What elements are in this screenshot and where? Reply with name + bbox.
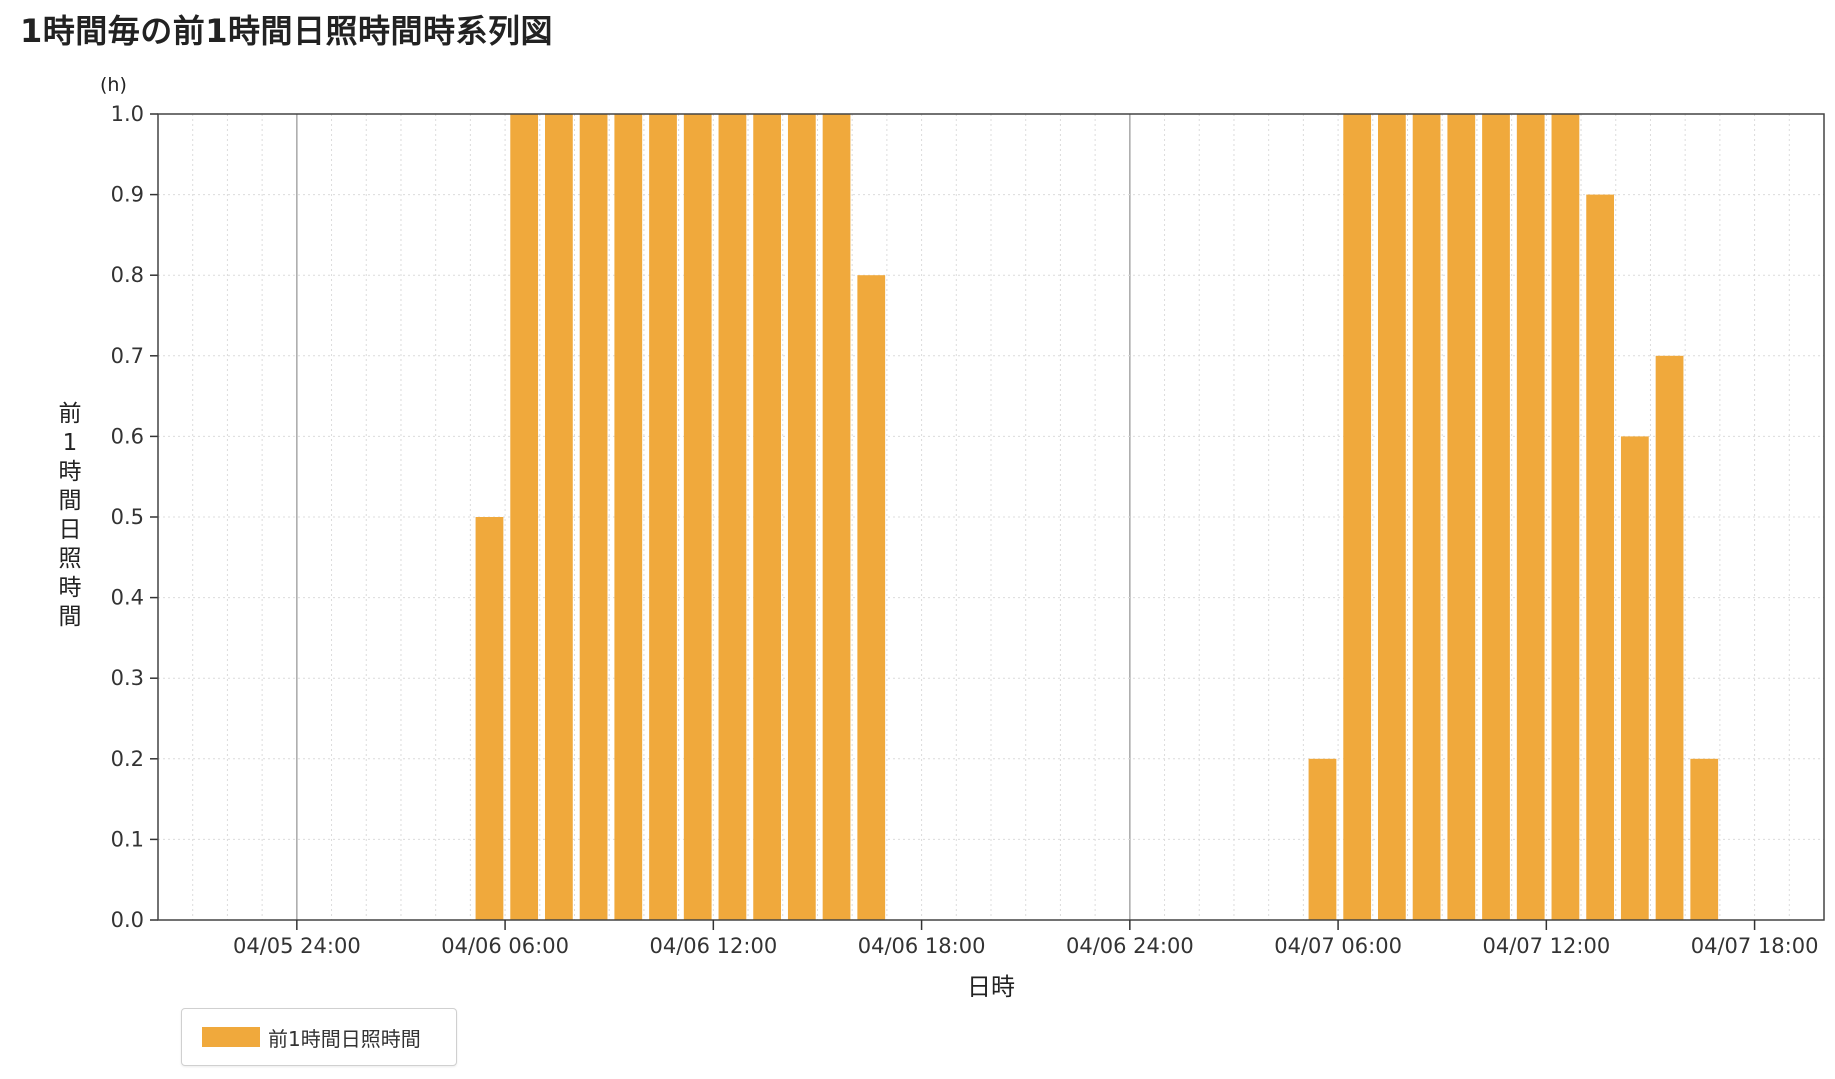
bar (787, 114, 816, 920)
bar (822, 114, 851, 920)
bar (1551, 114, 1580, 920)
bar (753, 114, 782, 920)
bar (1620, 436, 1649, 920)
bar (1586, 194, 1615, 921)
y-tick-label: 0.8 (111, 263, 144, 287)
bar (544, 114, 573, 920)
bar (510, 114, 539, 920)
y-tick-label: 0.2 (111, 747, 144, 771)
x-tick-label: 04/07 06:00 (1274, 934, 1402, 958)
y-tick-label: 0.0 (111, 908, 144, 932)
axis-labels: 0.0 0.1 0.2 0.3 0.4 0.5 0.6 0.7 0.8 0.9 1.0 04/05 2… (59, 74, 1819, 1000)
y-tick-label: 0.4 (111, 586, 144, 610)
sunshine-bar-chart: 0.0 0.1 0.2 0.3 0.4 0.5 0.6 0.7 0.8 0.9 1.0 04/05 2… (59, 74, 1825, 1000)
bar (1655, 355, 1684, 920)
bar (1412, 114, 1441, 920)
bar (718, 114, 747, 920)
x-tick-label: 04/06 12:00 (649, 934, 777, 958)
x-tick-label: 04/06 24:00 (1066, 934, 1194, 958)
bar (1482, 114, 1510, 920)
x-tick-label: 04/06 18:00 (858, 934, 986, 958)
x-tick-label: 04/05 24:00 (233, 934, 361, 958)
y-tick-label: 0.9 (111, 183, 144, 207)
x-tick-label: 04/06 06:00 (441, 934, 569, 958)
plot-frame (157, 113, 1825, 921)
bar (1447, 114, 1476, 920)
y-tick-label: 0.3 (111, 666, 144, 690)
page-title: 1時間毎の前1時間日照時間時系列図 (20, 12, 554, 50)
y-tick-label: 0.1 (111, 827, 144, 851)
y-tick-label: 0.6 (111, 424, 144, 448)
grid-lines (158, 114, 1824, 920)
y-tick-label: 0.7 (111, 344, 144, 368)
y-tick-label: 1.0 (111, 102, 144, 126)
axes (150, 113, 1825, 930)
bar (1690, 758, 1719, 920)
bar (683, 114, 712, 920)
x-tick-label: 04/07 18:00 (1691, 934, 1819, 958)
y-tick-label: 0.5 (111, 505, 144, 529)
x-tick-label: 04/07 12:00 (1482, 934, 1610, 958)
legend-swatch (202, 1027, 260, 1047)
bar-series (475, 114, 1719, 921)
bar (649, 114, 677, 920)
x-axis-label: 日時 (967, 973, 1015, 1000)
bar (1377, 114, 1406, 920)
bar (614, 114, 643, 920)
y-axis-label: 前 1 時間日照時間 (59, 401, 82, 630)
bar (1343, 114, 1372, 920)
bar (1308, 758, 1337, 920)
chart-legend: 前1時間日照時間 (181, 1008, 457, 1066)
y-axis-unit: (h) (100, 74, 127, 96)
bar (1516, 114, 1545, 920)
legend-label: 前1時間日照時間 (268, 1026, 421, 1051)
bar (475, 517, 504, 920)
bar (579, 114, 608, 920)
bar (857, 275, 886, 920)
